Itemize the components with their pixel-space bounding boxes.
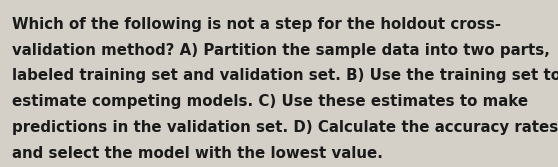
- Text: labeled training set and validation set. B) Use the training set to: labeled training set and validation set.…: [12, 68, 558, 84]
- Text: and select the model with the lowest value.: and select the model with the lowest val…: [12, 146, 383, 161]
- Text: validation method? A) Partition the sample data into two parts,: validation method? A) Partition the samp…: [12, 43, 550, 58]
- Text: predictions in the validation set. D) Calculate the accuracy rates: predictions in the validation set. D) Ca…: [12, 120, 558, 135]
- Text: Which of the following is not a step for the holdout cross-: Which of the following is not a step for…: [12, 17, 502, 32]
- Text: estimate competing models. C) Use these estimates to make: estimate competing models. C) Use these …: [12, 94, 528, 109]
